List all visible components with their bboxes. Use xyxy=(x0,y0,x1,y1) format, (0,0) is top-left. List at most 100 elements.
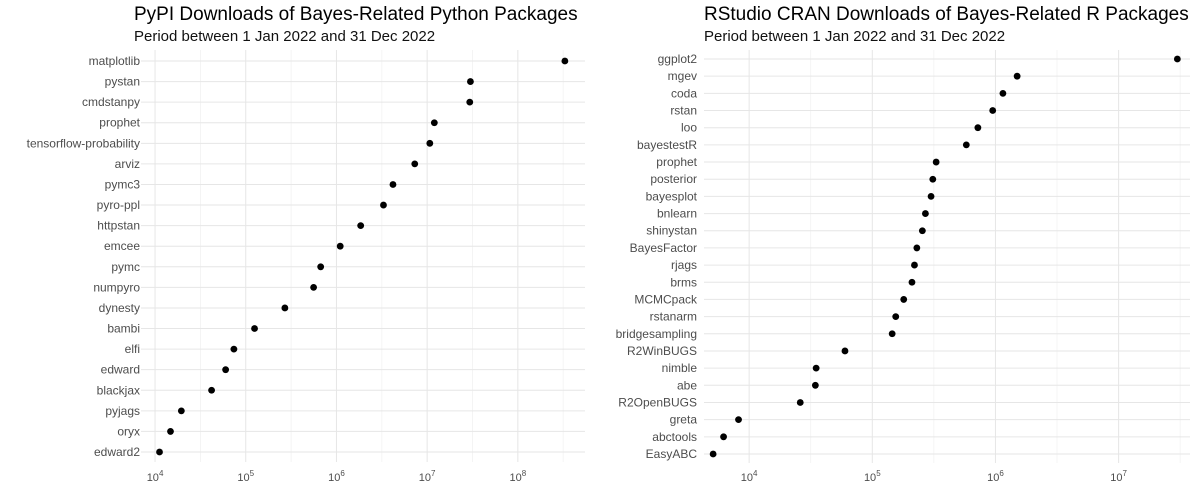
pypi-data-point xyxy=(230,345,238,353)
cran-data-point xyxy=(892,313,900,321)
cran-category-label: abctools xyxy=(652,430,697,444)
cran-category-label: posterior xyxy=(650,172,697,186)
pypi-category-label: pystan xyxy=(105,75,140,89)
pypi-data-point xyxy=(389,181,397,188)
cran-category-labels: ggplot2 mgev coda rstan loo bayestestR prophet… xyxy=(616,52,698,461)
cran-category-label: bridgesampling xyxy=(616,327,697,341)
cran-category-label: bnlearn xyxy=(657,207,697,221)
pypi-data-point xyxy=(380,201,387,209)
pypi-x-tick-label: 108 xyxy=(509,469,526,484)
cran-category-label: coda xyxy=(671,86,697,100)
cran-data-point xyxy=(974,124,982,132)
cran-category-label: brms xyxy=(670,275,697,289)
cran-category-label: BayesFactor xyxy=(630,241,697,255)
cran-category-label: MCMCpack xyxy=(634,292,698,306)
cran-category-label: mgev xyxy=(668,69,697,83)
pypi-points xyxy=(156,57,569,456)
pypi-category-label: dynesty xyxy=(99,301,140,315)
cran-data-point xyxy=(918,227,926,235)
pypi-x-tick-label: 107 xyxy=(419,469,436,484)
cran-data-point xyxy=(811,381,819,389)
cran-data-point xyxy=(922,210,929,217)
pypi-panel: PyPI Downloads of Bayes-Related Python P… xyxy=(27,4,585,484)
cran-category-label: rstanarm xyxy=(650,310,697,324)
pypi-data-point xyxy=(177,407,185,415)
pypi-data-point xyxy=(222,366,230,374)
cran-data-point xyxy=(929,175,937,183)
pypi-category-label: pymc xyxy=(111,260,140,274)
cran-x-tick-label: 106 xyxy=(987,469,1004,484)
cran-category-label: rstan xyxy=(670,104,697,118)
pypi-category-label: bambi xyxy=(107,322,140,336)
cran-chart-subtitle: Period between 1 Jan 2022 and 31 Dec 202… xyxy=(704,28,1005,45)
cran-category-label: bayesplot xyxy=(646,189,698,203)
pypi-data-point xyxy=(467,78,474,85)
pypi-category-label: matplotlib xyxy=(89,54,141,68)
cran-category-label: shinystan xyxy=(646,224,697,238)
pypi-category-label: pyro-ppl xyxy=(97,198,140,212)
cran-data-point xyxy=(908,278,916,286)
pypi-category-label: edward2 xyxy=(94,445,140,459)
pypi-data-point xyxy=(310,283,318,291)
cran-data-point xyxy=(812,364,820,372)
cran-x-tick-labels: 104 105 106 107 xyxy=(741,469,1128,484)
cran-data-point xyxy=(989,107,997,114)
cran-data-point xyxy=(796,399,804,406)
cran-x-tick-label: 105 xyxy=(864,469,881,484)
pypi-gridlines xyxy=(141,50,585,462)
cran-data-point xyxy=(962,141,970,149)
pypi-category-label: elfi xyxy=(125,342,140,356)
pypi-x-tick-label: 105 xyxy=(237,469,254,484)
pypi-data-point xyxy=(357,222,365,230)
cran-data-point xyxy=(1173,55,1181,63)
pypi-category-label: emcee xyxy=(104,239,140,253)
pypi-x-tick-label: 106 xyxy=(328,469,345,484)
cran-gridlines xyxy=(704,50,1190,463)
cran-panel: RStudio CRAN Downloads of Bayes-Related … xyxy=(616,4,1190,484)
pypi-data-point xyxy=(426,139,434,147)
cran-category-label: bayestestR xyxy=(637,138,697,152)
cran-category-label: R2WinBUGS xyxy=(627,344,697,358)
cran-data-point xyxy=(911,261,918,269)
cran-data-point xyxy=(927,192,935,200)
cran-data-point xyxy=(888,330,896,338)
cran-category-label: ggplot2 xyxy=(658,52,698,66)
pypi-category-labels: matplotlib pystan cmdstanpy prophet tensorfl… xyxy=(27,54,141,459)
cran-category-label: EasyABC xyxy=(646,447,698,461)
pypi-category-label: arviz xyxy=(115,157,140,171)
cran-data-point xyxy=(913,244,921,252)
pypi-category-label: blackjax xyxy=(97,383,140,397)
pypi-category-label: cmdstanpy xyxy=(82,95,140,109)
cran-category-label: abe xyxy=(677,378,697,392)
pypi-category-label: pymc3 xyxy=(105,177,141,191)
pypi-data-point xyxy=(167,428,174,435)
pypi-chart-title: PyPI Downloads of Bayes-Related Python P… xyxy=(134,4,578,25)
pypi-data-point xyxy=(156,448,163,456)
cran-data-point xyxy=(720,433,727,441)
cran-category-label: R2OpenBUGS xyxy=(618,395,697,409)
pypi-category-label: prophet xyxy=(99,116,140,130)
pypi-category-label: pyjags xyxy=(105,404,140,418)
cran-data-point xyxy=(999,89,1007,97)
cran-category-label: greta xyxy=(670,413,698,427)
pypi-data-point xyxy=(317,263,325,271)
pypi-data-point xyxy=(281,304,289,312)
pypi-category-label: oryx xyxy=(117,424,140,438)
pypi-category-label: numpyro xyxy=(93,280,140,294)
pypi-data-point xyxy=(411,160,419,168)
cran-category-label: rjags xyxy=(671,258,697,272)
cran-category-label: loo xyxy=(681,121,697,135)
pypi-x-tick-labels: 104 105 106 107 108 xyxy=(147,469,527,484)
cran-data-point xyxy=(932,158,940,166)
pypi-data-point xyxy=(336,242,344,250)
cran-data-point xyxy=(900,296,908,303)
cran-points xyxy=(709,55,1181,458)
pypi-data-point xyxy=(251,325,258,332)
cran-data-point xyxy=(1013,72,1021,80)
pypi-data-point xyxy=(466,98,474,106)
cran-x-tick-label: 107 xyxy=(1110,469,1127,484)
pypi-category-label: httpstan xyxy=(97,219,140,233)
pypi-x-tick-label: 104 xyxy=(147,469,164,484)
cran-chart-title: RStudio CRAN Downloads of Bayes-Related … xyxy=(704,4,1189,25)
